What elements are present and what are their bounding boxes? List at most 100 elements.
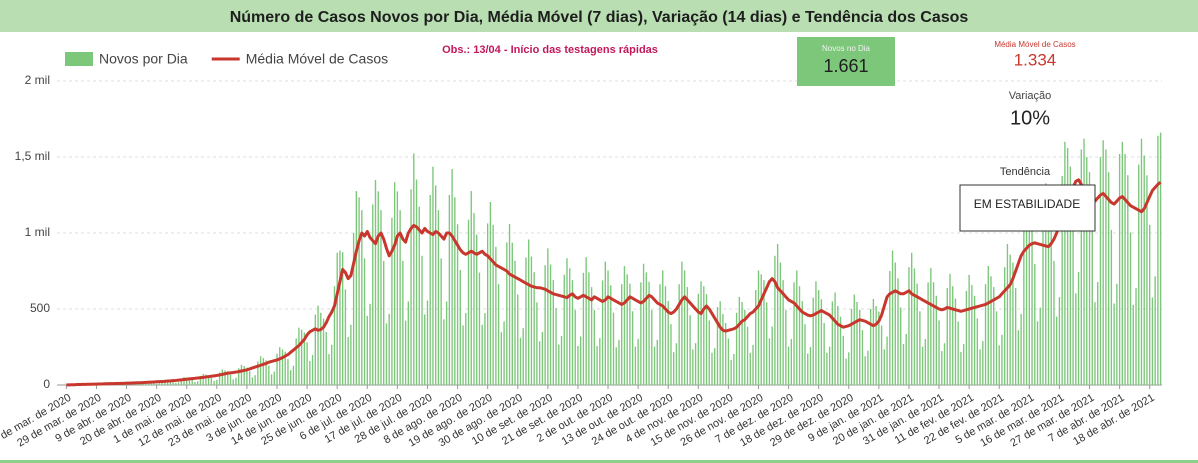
card-title: Novos no Dia	[822, 44, 871, 53]
bar	[579, 336, 582, 385]
title-bar	[0, 0, 1198, 32]
bar	[653, 346, 656, 385]
card-title: Tendência	[1000, 166, 1051, 178]
bar	[1149, 224, 1151, 385]
bar	[456, 224, 459, 385]
bar	[290, 370, 292, 385]
bottom-border	[0, 460, 1198, 463]
bar	[927, 282, 929, 385]
bar	[235, 377, 237, 385]
bar	[946, 288, 948, 385]
bar	[842, 335, 844, 385]
bar	[640, 282, 642, 385]
bar	[722, 313, 724, 385]
bar	[262, 358, 265, 385]
bar	[604, 261, 606, 385]
bar	[793, 282, 795, 385]
bar	[213, 380, 215, 385]
bar	[210, 377, 213, 385]
bar	[418, 206, 420, 385]
bar	[574, 310, 576, 385]
bar	[191, 379, 193, 385]
bar	[1004, 267, 1006, 385]
bar	[949, 273, 951, 385]
bar	[982, 341, 984, 385]
bar	[1127, 175, 1129, 385]
bar	[924, 338, 927, 385]
bar	[169, 380, 172, 385]
bar	[744, 309, 746, 385]
bar	[355, 191, 358, 385]
bar	[281, 349, 284, 385]
bar	[136, 383, 139, 385]
bar	[577, 345, 579, 385]
bar	[177, 382, 180, 385]
bar	[1118, 153, 1121, 385]
bar	[522, 328, 524, 385]
y-tick-label: 1 mil	[25, 225, 50, 239]
bar	[817, 290, 820, 385]
bar	[451, 169, 453, 385]
bar	[300, 329, 303, 385]
bar	[476, 234, 478, 385]
bar	[667, 301, 669, 385]
bar	[796, 270, 798, 385]
bar	[361, 210, 363, 385]
bar	[960, 351, 962, 385]
bar	[238, 368, 240, 385]
bar	[941, 351, 943, 385]
legend-swatch	[65, 52, 93, 66]
bar	[582, 272, 585, 385]
bar	[834, 292, 836, 385]
bar	[626, 274, 628, 385]
bar	[697, 293, 699, 385]
bar	[500, 332, 503, 385]
bar	[248, 371, 251, 385]
bar	[856, 302, 858, 385]
bar	[445, 301, 448, 385]
bar	[913, 268, 916, 385]
bar	[547, 248, 549, 385]
bar	[962, 343, 965, 385]
bar	[612, 312, 615, 385]
bar	[571, 280, 574, 385]
bar	[276, 353, 278, 385]
bar	[768, 338, 771, 385]
bar	[429, 195, 431, 385]
bar	[683, 270, 686, 385]
bar	[670, 324, 672, 385]
bar	[678, 284, 680, 385]
card-value: 10%	[1010, 107, 1050, 129]
bar	[837, 305, 839, 385]
bar	[1036, 321, 1039, 385]
bar	[1045, 183, 1047, 385]
bar	[689, 315, 691, 385]
bar	[563, 274, 565, 385]
bar	[872, 298, 875, 385]
bar	[826, 352, 828, 385]
bar	[932, 282, 935, 385]
bar	[303, 332, 306, 385]
bar	[864, 356, 866, 385]
bar	[1050, 222, 1052, 385]
bar	[1088, 172, 1091, 385]
y-tick-label: 1,5 mil	[15, 149, 50, 163]
bar	[1110, 229, 1113, 385]
card-box	[797, 37, 895, 86]
bar	[774, 255, 776, 385]
bar	[1138, 164, 1140, 385]
bar	[727, 338, 730, 385]
bar	[1140, 138, 1143, 385]
bar	[588, 272, 590, 385]
bar	[363, 258, 366, 385]
bar	[1121, 141, 1124, 385]
bar	[601, 280, 604, 385]
bar	[1099, 157, 1102, 385]
card-value: 1.661	[823, 56, 868, 76]
card-value: EM ESTABILIDADE	[974, 197, 1080, 211]
bar	[993, 287, 995, 385]
bar	[828, 346, 831, 385]
bar	[538, 341, 541, 385]
bar	[519, 337, 522, 385]
